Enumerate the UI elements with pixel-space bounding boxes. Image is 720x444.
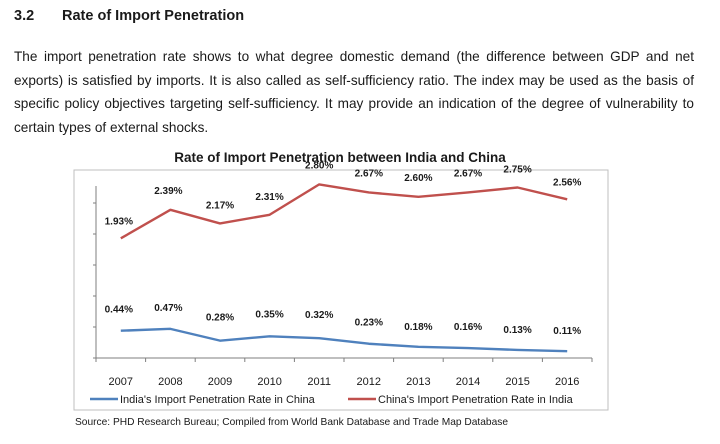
india-import-rate-data-label: 2.17% [206,200,234,211]
india-import-rate-data-label: 2.39% [154,186,182,197]
x-tick-label: 2012 [357,376,381,388]
china-import-rate-data-label: 0.44% [105,305,133,316]
x-tick-label: 2014 [456,376,480,388]
section-paragraph: The import penetration rate shows to wha… [14,49,694,135]
india-import-rate-data-label: 2.56% [553,177,581,188]
x-tick-label: 2010 [257,376,281,388]
china-import-rate-line [120,327,568,353]
china-import-rate-data-label: 0.35% [255,309,283,320]
india-import-rate-data-label: 2.75% [503,165,531,176]
india-import-rate-line [120,183,568,240]
india-import-rate-data-label: 1.93% [105,216,133,227]
legend-label-china-import-rate: India's Import Penetration Rate in China [120,394,316,406]
india-import-rate-data-label: 2.67% [454,168,482,179]
china-import-rate-data-label: 0.23% [355,318,383,329]
china-import-rate-data-label: 0.32% [305,310,333,321]
chart-frame [73,169,609,411]
section-number: 3.2 [14,8,35,24]
india-import-rate-data-label: 2.31% [255,192,283,203]
china-import-rate-data-label: 0.47% [154,303,182,314]
india-import-rate-data-label: 2.80% [305,160,333,171]
china-import-rate-data-label: 0.11% [553,326,581,337]
x-tick-label: 2013 [406,376,430,388]
x-tick-label: 2009 [208,376,232,388]
china-import-rate-data-label: 0.28% [206,313,234,324]
x-tick-label: 2007 [109,376,133,388]
legend-label-india-import-rate: China's Import Penetration Rate in India [378,394,574,406]
x-tick-label: 2008 [158,376,182,388]
x-tick-label: 2011 [307,376,331,388]
china-import-rate-data-label: 0.16% [454,322,482,333]
china-import-rate-data-label: 0.13% [503,325,531,336]
section-heading: 3.2 Rate of Import Penetration [14,8,244,24]
source-note: Source: PHD Research Bureau; Compiled fr… [75,417,508,428]
india-import-rate-data-label: 2.60% [404,173,432,184]
chart-title: Rate of Import Penetration between India… [174,150,506,165]
x-tick-label: 2015 [505,376,529,388]
india-import-rate-data-label: 2.67% [355,168,383,179]
china-import-rate-data-label: 0.18% [404,322,432,333]
x-tick-label: 2016 [555,376,579,388]
section-title: Rate of Import Penetration [62,8,245,24]
